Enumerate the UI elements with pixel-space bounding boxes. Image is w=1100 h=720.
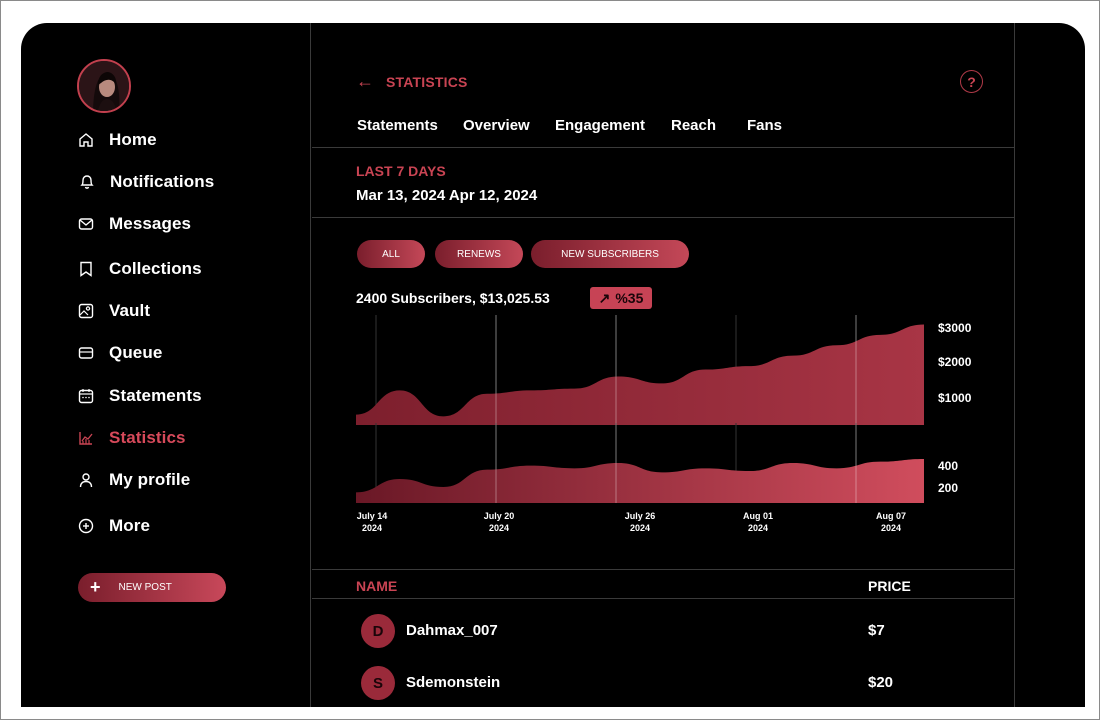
user-icon	[79, 473, 93, 488]
x-tick-line2: 2024	[747, 523, 769, 533]
sidebar-item-my-profile[interactable]: My profile	[77, 466, 190, 494]
y-tick-label: 400	[938, 459, 959, 473]
row-price: $20	[868, 674, 894, 691]
x-tick-label: July 14 2024	[342, 510, 402, 534]
sidebar-item-statements[interactable]: Statements	[77, 382, 202, 410]
avatar: S	[361, 666, 395, 700]
arrow-left-icon: ←	[356, 71, 374, 91]
y-tick-label: $3000	[938, 321, 972, 335]
x-tick-line1: July 26	[624, 511, 656, 521]
sidebar-item-label: Home	[109, 130, 157, 149]
sidebar-item-home[interactable]: Home	[77, 126, 157, 154]
tab-reach[interactable]: Reach	[671, 117, 717, 134]
date-range[interactable]: Mar 13, 2024 Apr 12, 2024	[356, 187, 538, 204]
mail-icon	[78, 218, 94, 230]
bookmark-icon	[80, 261, 92, 277]
row-price: $7	[868, 622, 885, 639]
x-tick-line2: 2024	[880, 523, 902, 533]
y-tick-label: $2000	[938, 355, 972, 369]
row-username[interactable]: Sdemonstein	[406, 674, 501, 691]
sidebar-item-queue[interactable]: Queue	[77, 339, 162, 367]
filter-new-subscribers-chip[interactable]: NEW SUBSCRIBERS	[531, 240, 689, 268]
bell-icon	[80, 175, 94, 189]
sidebar-item-label: Collections	[109, 259, 202, 278]
tab-engagement[interactable]: Engagement	[555, 117, 646, 134]
area-series	[356, 324, 924, 425]
avatar[interactable]	[77, 59, 131, 113]
new-post-label: NEW POST	[118, 582, 172, 593]
divider	[312, 598, 1015, 599]
main-panel: ← STATISTICS ? Statements Overview Engag…	[312, 23, 1015, 707]
x-tick-line1: July 20	[483, 511, 515, 521]
area-series	[356, 459, 924, 503]
sidebar-item-label: Statistics	[109, 428, 186, 447]
revenue-area-chart	[356, 315, 924, 425]
sidebar-item-label: Statements	[109, 386, 202, 405]
plus-icon: +	[90, 577, 101, 597]
back-button[interactable]: ← STATISTICS	[356, 71, 468, 92]
sidebar-item-label: Queue	[109, 343, 163, 362]
arrow-up-right-icon: ↗	[598, 289, 611, 306]
sidebar-item-collections[interactable]: Collections	[77, 255, 202, 283]
sidebar-item-label: Notifications	[110, 172, 215, 191]
sidebar-item-notifications[interactable]: Notifications	[78, 168, 214, 196]
sidebar-item-vault[interactable]: Vault	[77, 297, 150, 325]
card-icon	[78, 347, 94, 359]
y-tick-label: 200	[938, 481, 959, 495]
table-header-name[interactable]: NAME	[356, 578, 398, 594]
help-glyph: ?	[967, 73, 976, 90]
tab-overview[interactable]: Overview	[463, 117, 530, 134]
subscriber-summary: 2400 Subscribers, $13,025.53	[356, 290, 550, 306]
growth-badge: ↗ %35	[590, 287, 652, 309]
sidebar-item-label: Vault	[109, 301, 151, 320]
app-window: Home Notifications Messages	[21, 23, 1085, 707]
y-tick-label: $1000	[938, 391, 972, 405]
calendar-icon	[78, 389, 94, 404]
sidebar-item-statistics[interactable]: Statistics	[77, 424, 186, 452]
filter-renews-chip[interactable]: RENEWS	[435, 240, 523, 268]
growth-value: %35	[615, 290, 644, 306]
x-tick-line2: 2024	[488, 523, 510, 533]
avatar-portrait-icon	[79, 61, 129, 111]
x-tick-label: Aug 01 2024	[728, 510, 788, 534]
divider	[312, 147, 1015, 148]
image-icon	[78, 303, 94, 319]
new-post-button[interactable]: + NEW POST	[78, 573, 226, 602]
sidebar-item-label: Messages	[109, 214, 192, 233]
avatar: D	[361, 614, 395, 648]
x-tick-label: Aug 07 2024	[861, 510, 921, 534]
page-title: STATISTICS	[386, 73, 468, 90]
divider	[312, 569, 1015, 570]
x-tick-line2: 2024	[629, 523, 651, 533]
subscribers-area-chart	[356, 423, 924, 503]
range-title: LAST 7 DAYS	[356, 163, 446, 179]
sidebar-item-more[interactable]: More	[77, 512, 150, 540]
x-tick-line1: Aug 07	[875, 511, 906, 521]
x-tick-line1: Aug 01	[742, 511, 773, 521]
chart-icon	[79, 432, 93, 445]
x-tick-label: July 26 2024	[610, 510, 670, 534]
help-icon[interactable]: ?	[960, 70, 983, 93]
tab-statements[interactable]: Statements	[357, 117, 438, 134]
x-tick-line1: July 14	[356, 511, 388, 521]
home-icon	[79, 133, 93, 147]
sidebar-item-messages[interactable]: Messages	[77, 210, 191, 238]
tab-fans[interactable]: Fans	[747, 117, 783, 134]
table-header-price[interactable]: PRICE	[868, 578, 911, 594]
sidebar-item-label: My profile	[109, 470, 191, 489]
divider	[312, 217, 1015, 218]
x-tick-label: July 20 2024	[469, 510, 529, 534]
filter-all-chip[interactable]: ALL	[357, 240, 425, 268]
plus-circle-icon	[78, 518, 94, 534]
row-username[interactable]: Dahmax_007	[406, 622, 498, 639]
sidebar: Home Notifications Messages	[21, 23, 311, 707]
x-tick-line2: 2024	[361, 523, 383, 533]
sidebar-item-label: More	[109, 516, 151, 535]
